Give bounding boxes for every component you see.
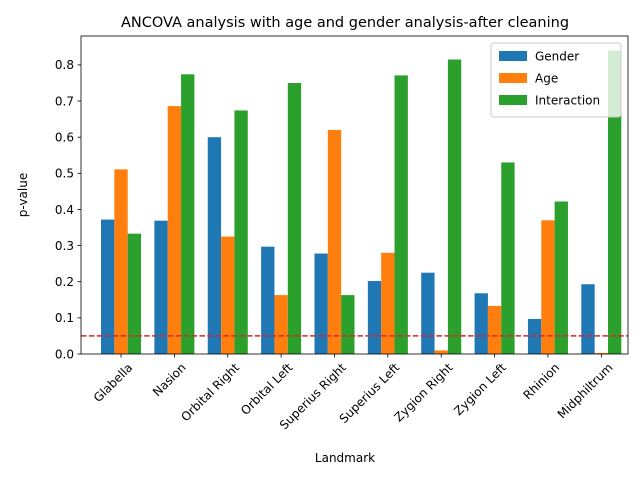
bar-interaction-orbital-left: [287, 82, 302, 355]
bar-gender-orbital-right: [207, 137, 222, 354]
bar-age-glabella: [114, 169, 128, 354]
bar-gender-orbital-left: [261, 246, 275, 354]
y-axis-label: p-value: [16, 173, 30, 217]
y-tick-label: 0.4: [55, 203, 74, 217]
legend: Gender Age Interaction: [490, 42, 622, 118]
x-tick-label: Rhinion: [520, 360, 562, 402]
bar-age-orbital-left: [274, 295, 288, 354]
y-tick-label: 0.2: [55, 275, 74, 289]
y-tick-label: 0.8: [55, 58, 74, 72]
bar-gender-superius-left: [367, 281, 382, 354]
bar-interaction-superius-left: [394, 75, 408, 354]
legend-label-interaction: Interaction: [535, 94, 600, 108]
bar-interaction-nasion: [181, 74, 195, 355]
bar-age-zygion-right: [434, 350, 448, 354]
bar-gender-superius-right: [314, 253, 328, 354]
bar-age-superius-left: [381, 252, 395, 354]
chart-title: ANCOVA analysis with age and gender anal…: [121, 15, 569, 31]
bar-age-nasion: [167, 106, 182, 354]
bar-interaction-orbital-right: [234, 110, 248, 354]
y-tick-label: 0.5: [55, 167, 74, 181]
bars-group: [101, 50, 622, 355]
bar-gender-midphiltrum: [581, 284, 595, 354]
legend-swatch-interaction: [499, 95, 527, 105]
bar-interaction-midphiltrum: [607, 50, 622, 355]
x-tick-label: Midphiltrum: [555, 360, 616, 421]
bar-interaction-zygion-right: [447, 59, 462, 354]
bar-gender-zygion-left: [474, 293, 488, 354]
y-tick-label: 0.7: [55, 94, 74, 108]
legend-swatch-gender: [499, 51, 527, 61]
bar-gender-zygion-right: [421, 272, 435, 354]
bar-interaction-superius-right: [341, 295, 355, 354]
x-tick-label: Orbital Left: [238, 360, 296, 418]
y-tick-label: 0.1: [55, 311, 74, 325]
legend-label-gender: Gender: [535, 50, 579, 64]
threshold-line-group: [80, 35, 629, 355]
plot-frame: [80, 35, 629, 355]
bar-age-zygion-left: [487, 305, 502, 354]
x-tick-label: Zygion Left: [451, 360, 509, 418]
bar-interaction-rhinion: [554, 201, 568, 354]
y-tick-label: 0.3: [55, 239, 74, 253]
legend-label-age: Age: [535, 72, 558, 86]
y-tick-label: 0.0: [55, 347, 74, 361]
legend-swatch-age: [499, 73, 527, 83]
bar-gender-nasion: [154, 220, 168, 354]
bar-age-rhinion: [541, 220, 555, 354]
bar-age-midphiltrum: [594, 352, 608, 354]
x-tick-label: Glabella: [91, 360, 136, 405]
bar-age-orbital-right: [221, 236, 235, 354]
bar-interaction-glabella: [127, 233, 142, 354]
y-axis: 0.0 0.1 0.2 0.3 0.4 0.5 0.6 0.7 0.8: [55, 58, 81, 361]
y-tick-label: 0.6: [55, 130, 74, 144]
bar-gender-glabella: [101, 219, 115, 354]
bar-interaction-zygion-left: [501, 162, 515, 354]
bar-age-superius-right: [327, 129, 342, 354]
x-tick-label: Nasion: [150, 360, 189, 399]
x-axis-label: Landmark: [315, 451, 375, 465]
